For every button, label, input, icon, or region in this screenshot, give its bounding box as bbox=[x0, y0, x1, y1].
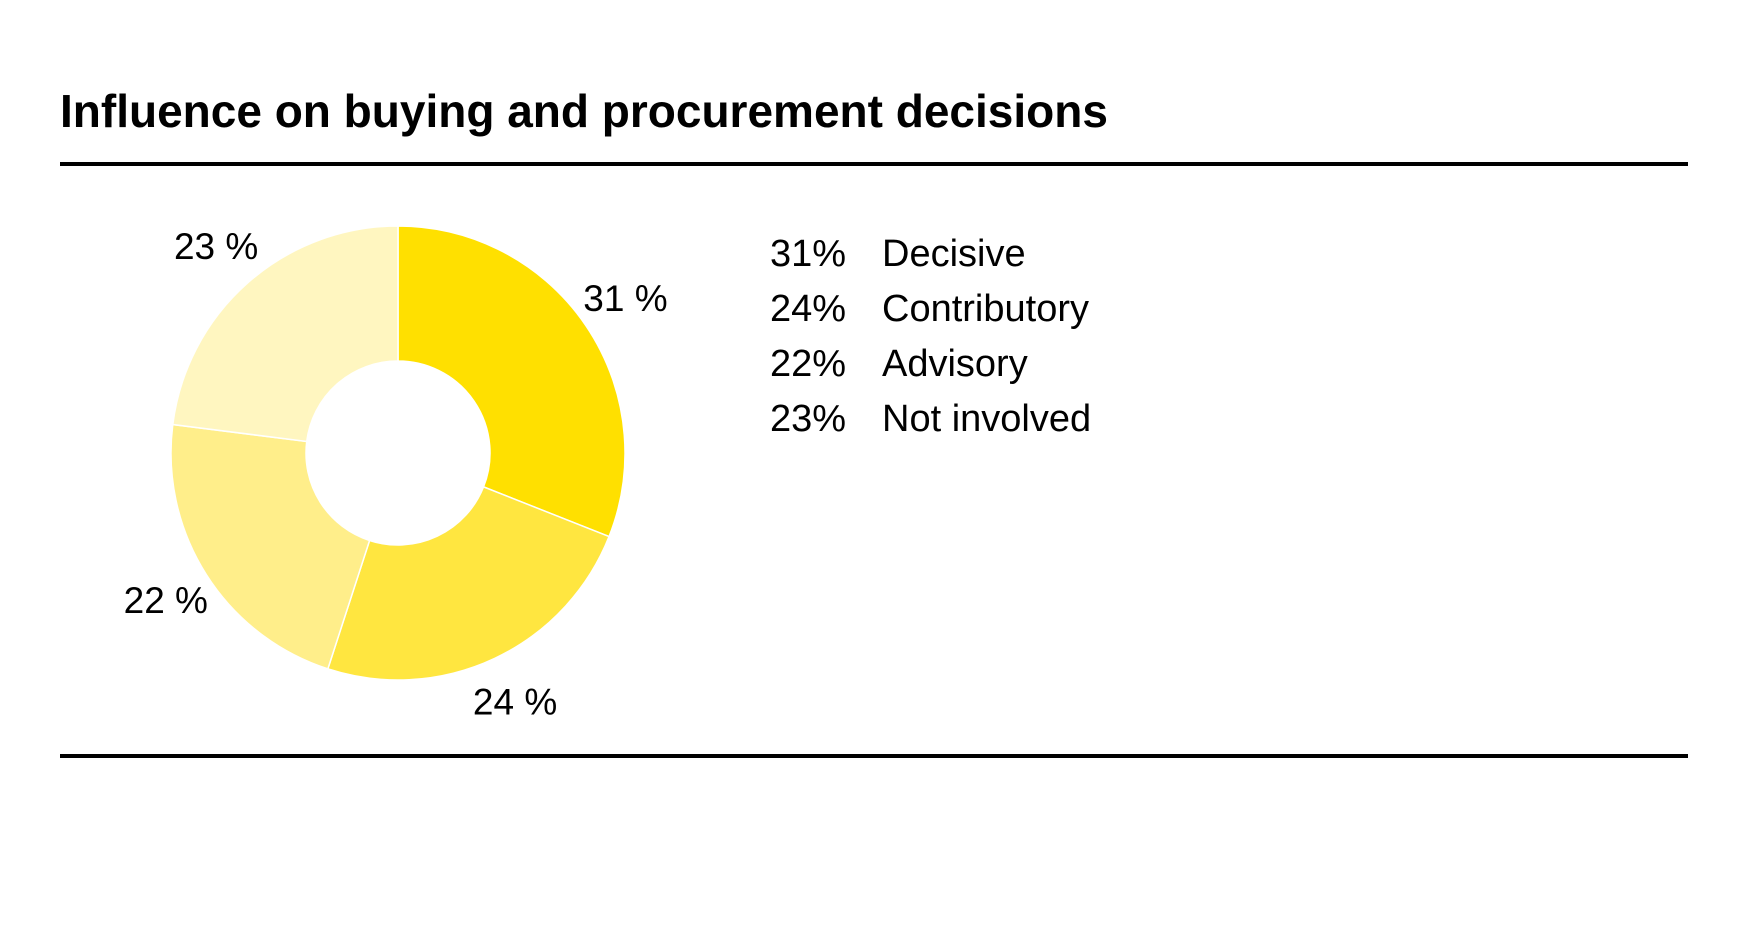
bottom-divider bbox=[60, 754, 1688, 758]
legend-label: Contributory bbox=[882, 288, 1089, 330]
slice-label-contributory: 24 % bbox=[473, 681, 557, 722]
legend-value: 24% bbox=[770, 288, 847, 330]
chart-title: Influence on buying and procurement deci… bbox=[60, 85, 1108, 137]
donut-chart-svg: 31 % 24 % 22 % 23 % bbox=[124, 225, 668, 722]
legend-label: Advisory bbox=[882, 343, 1028, 385]
legend-value: 23% bbox=[770, 398, 847, 440]
chart-legend: 31% Decisive 24% Contributory 22% Advisory 23%… bbox=[770, 233, 1091, 453]
legend-value: 31% bbox=[770, 233, 847, 275]
donut-slice-contributory bbox=[326, 485, 611, 681]
legend-label: Decisive bbox=[882, 233, 1026, 275]
donut-chart: 31 % 24 % 22 % 23 % bbox=[0, 0, 760, 760]
slice-label-decisive: 31 % bbox=[583, 278, 667, 319]
legend-item-not-involved: 23% Not involved bbox=[770, 398, 1091, 453]
donut-slice-not-involved bbox=[171, 225, 399, 443]
legend-label: Not involved bbox=[882, 398, 1092, 440]
legend-item-decisive: 31% Decisive bbox=[770, 233, 1091, 288]
slice-label-not-involved: 23 % bbox=[174, 226, 258, 267]
legend-item-advisory: 22% Advisory bbox=[770, 343, 1091, 398]
legend-value: 22% bbox=[770, 343, 847, 385]
legend-item-contributory: 24% Contributory bbox=[770, 288, 1091, 343]
slice-label-advisory: 22 % bbox=[124, 580, 208, 621]
donut-slice-decisive bbox=[397, 225, 626, 538]
top-divider bbox=[60, 162, 1688, 166]
donut-slice-advisory bbox=[170, 423, 371, 670]
